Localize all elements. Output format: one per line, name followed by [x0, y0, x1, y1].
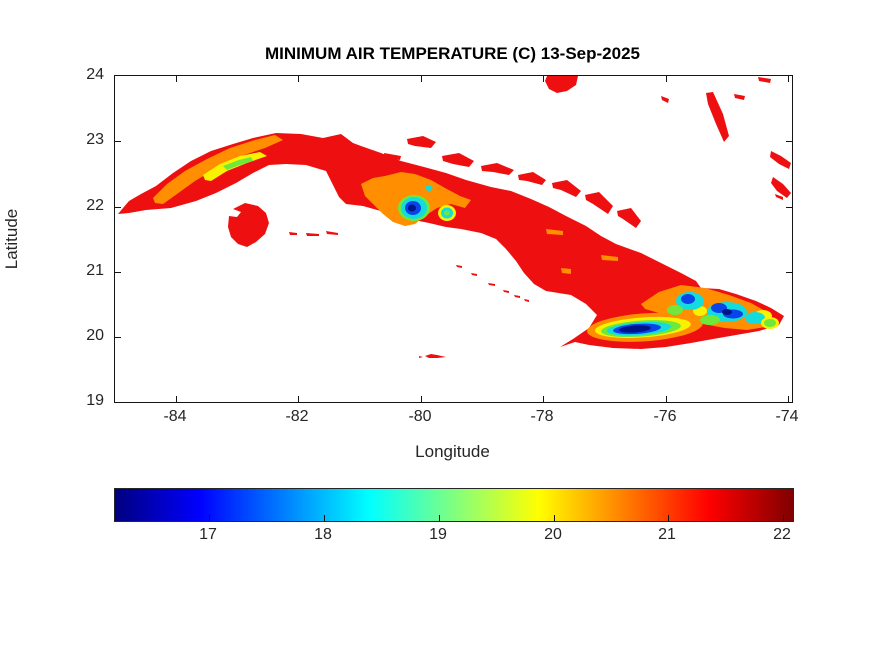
y-axis-tick [786, 272, 792, 273]
y-axis-label: Latitude [2, 208, 21, 270]
y-tick-label: 20 [86, 327, 104, 344]
y-axis-tick [786, 207, 792, 208]
x-tick-label: -80 [408, 408, 432, 425]
x-axis-tick [421, 76, 422, 82]
jardines-de-la-reina-cays [456, 265, 529, 302]
colorbar-tick [783, 515, 784, 521]
x-tick-label: -82 [285, 408, 309, 425]
x-axis-tick [298, 396, 299, 402]
x-axis-label: Longitude [415, 442, 490, 461]
colorbar-tick [209, 515, 210, 521]
sierra-maestra-cold-band [587, 312, 703, 342]
colorbar-tick [554, 515, 555, 521]
y-tick-label: 24 [86, 66, 104, 83]
x-axis-tick [666, 396, 667, 402]
colorbar-tick-label: 18 [314, 526, 332, 543]
canarreos-cays [289, 231, 338, 236]
y-axis-tick [786, 141, 792, 142]
y-tick-label: 21 [86, 262, 104, 279]
colorbar-tick-label: 21 [658, 526, 676, 543]
colorbar-tick-label: 19 [429, 526, 447, 543]
y-axis-tick [786, 337, 792, 338]
colorbar-tick-label: 20 [544, 526, 562, 543]
x-axis-tick [666, 76, 667, 82]
colorbar-gradient [115, 489, 793, 521]
escambray-cold-spot [361, 172, 471, 226]
cuba-mainland [118, 133, 784, 349]
x-axis-tick [176, 76, 177, 82]
y-tick-label: 23 [86, 131, 104, 148]
plot-title: MINIMUM AIR TEMPERATURE (C) 13-Sep-2025 [265, 44, 640, 63]
colorbar-tick [668, 515, 669, 521]
colorbar-tick-label: 17 [199, 526, 217, 543]
x-axis-tick [421, 396, 422, 402]
western-ridge-warm-band [153, 135, 283, 204]
x-axis-tick [176, 396, 177, 402]
map-plot-area [114, 75, 793, 403]
colorbar-tick [324, 515, 325, 521]
y-tick-label: 19 [86, 392, 104, 409]
x-tick-label: -78 [530, 408, 554, 425]
bahamas-islands [545, 76, 771, 142]
camaguey-warm-specks [546, 229, 618, 274]
eastern-edge-islands [770, 151, 791, 200]
x-tick-label: -84 [163, 408, 187, 425]
northern-cays [384, 136, 641, 228]
isla-de-la-juventud [228, 203, 269, 247]
x-axis-tick [543, 76, 544, 82]
x-axis-tick [788, 76, 789, 82]
cayman-islands [419, 354, 446, 358]
cuba-temperature-map [118, 76, 791, 358]
y-axis-tick [115, 207, 121, 208]
x-axis-tick [543, 396, 544, 402]
colorbar-tick [439, 515, 440, 521]
y-axis-tick [115, 272, 121, 273]
y-axis-tick [115, 141, 121, 142]
x-axis-tick [788, 396, 789, 402]
northeast-mountains-mosaic [641, 285, 779, 330]
y-axis-tick [115, 337, 121, 338]
x-tick-label: -74 [775, 408, 799, 425]
x-tick-label: -76 [653, 408, 677, 425]
x-axis-tick [298, 76, 299, 82]
y-tick-label: 22 [86, 197, 104, 214]
colorbar-tick-label: 22 [773, 526, 791, 543]
colorbar [114, 488, 794, 522]
